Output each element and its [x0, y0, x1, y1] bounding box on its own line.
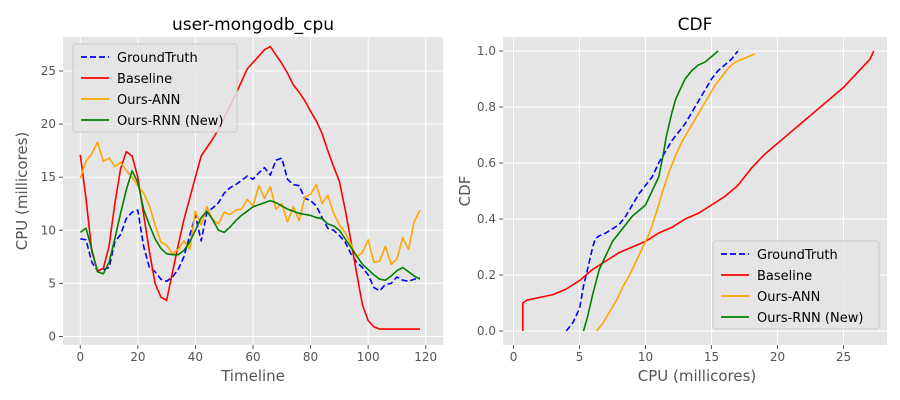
y-tick-label: 20	[41, 117, 56, 131]
series-line-groundtruth	[80, 157, 421, 292]
y-tick-label: 0	[48, 330, 56, 344]
legend-box	[72, 43, 238, 133]
y-tick-label: 25	[41, 64, 56, 78]
y-tick-label: 10	[41, 223, 56, 237]
chart-title: user-mongodb_cpu	[172, 15, 334, 35]
y-axis-label: CPU (millicores)	[13, 132, 31, 251]
legend-box	[712, 240, 880, 330]
legend-label-ours-ann: Ours-ANN	[757, 290, 820, 305]
legend: GroundTruth Baseline Ours-ANN Ours-RNN (New…	[72, 43, 238, 133]
legend: GroundTruth Baseline Ours-ANN Ours-RNN (New…	[712, 240, 880, 330]
x-tick-label: 0	[510, 350, 518, 364]
x-tick-label: 60	[245, 350, 260, 364]
y-axis-label: CDF	[456, 176, 474, 207]
series-line-ours-ann	[596, 53, 756, 332]
x-tick-label: 20	[770, 350, 785, 364]
legend-label-groundtruth: GroundTruth	[757, 248, 838, 263]
series-group	[79, 45, 421, 330]
x-tick-label: 80	[303, 350, 318, 364]
x-tick-label: 0	[76, 350, 84, 364]
legend-label-ours-ann: Ours-ANN	[117, 93, 180, 108]
legend-label-groundtruth: GroundTruth	[117, 51, 198, 66]
ticks: 0 5 10 15 20 25 0.0 0.2 0.4 0.6 0.8 1.0	[477, 44, 851, 364]
series-line-groundtruth	[565, 50, 739, 332]
x-tick-label: 100	[357, 350, 380, 364]
x-tick-label: 25	[836, 350, 851, 364]
chart-title: CDF	[678, 15, 713, 35]
x-tick-label: 40	[188, 350, 203, 364]
y-tick-label: 0.2	[477, 268, 496, 282]
legend-label-ours-rnn-new: Ours-RNN (New)	[757, 311, 863, 326]
legend-label-baseline: Baseline	[117, 72, 172, 87]
series-line-ours-ann	[79, 141, 421, 266]
y-tick-label: 0.8	[477, 100, 496, 114]
x-tick-label: 120	[414, 350, 437, 364]
y-tick-label: 0.6	[477, 156, 496, 170]
x-tick-label: 5	[576, 350, 584, 364]
series-line-ours-rnn-new	[79, 170, 421, 281]
ticks: 0 20 40 60 80 100 120 0 5 10 15 20 25	[41, 64, 437, 364]
series-group	[522, 50, 875, 332]
chart-user-mongodb-cpu: 0 20 40 60 80 100 120 0 5 10 15 20 25 user-mongodb_c…	[13, 15, 443, 385]
series-line-ours-rnn-new	[582, 50, 719, 332]
y-tick-label: 5	[48, 276, 56, 290]
x-axis-label: Timeline	[220, 367, 285, 385]
x-axis-label: CPU (millicores)	[638, 367, 757, 385]
chart-cdf: 0 5 10 15 20 25 0.0 0.2 0.4 0.6 0.8 1.0 CDF CPU (mi…	[456, 15, 887, 385]
x-tick-label: 10	[638, 350, 653, 364]
x-tick-label: 15	[704, 350, 719, 364]
y-tick-label: 0.0	[477, 324, 496, 338]
x-tick-label: 20	[130, 350, 145, 364]
legend-label-baseline: Baseline	[757, 269, 812, 284]
legend-label-ours-rnn-new: Ours-RNN (New)	[117, 114, 223, 129]
y-tick-label: 0.4	[477, 212, 496, 226]
y-tick-label: 1.0	[477, 44, 496, 58]
series-line-baseline	[522, 50, 875, 331]
series-line-baseline	[79, 45, 420, 330]
y-tick-label: 15	[41, 170, 56, 184]
